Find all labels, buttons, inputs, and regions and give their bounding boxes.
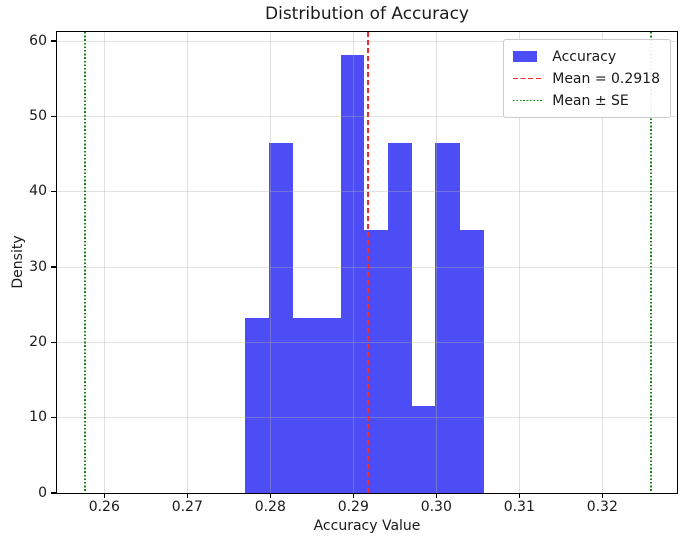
x-tick-label: 0.32 [586, 499, 618, 515]
x-tick-mark [269, 493, 272, 498]
x-tick-label: 0.30 [420, 499, 452, 515]
histogram-bar [245, 318, 270, 493]
y-gridline [57, 341, 677, 343]
histogram-bar [340, 55, 365, 493]
histogram-bar [388, 142, 413, 493]
x-tick-label: 0.26 [88, 499, 120, 515]
y-tick-label: 10 [29, 409, 47, 426]
y-tick-label: 30 [29, 258, 47, 275]
x-gridline [103, 32, 105, 493]
histogram-bar [435, 142, 460, 493]
histogram-bar [269, 142, 293, 493]
y-tick-mark [51, 115, 57, 118]
histogram-bar [412, 405, 436, 493]
vlines-layer [57, 32, 677, 493]
histogram-bar [292, 318, 317, 493]
y-gridline [57, 417, 677, 419]
mean-line [367, 32, 370, 493]
y-gridline [57, 266, 677, 268]
y-tick-mark [51, 416, 57, 419]
y-tick-mark [51, 190, 57, 193]
x-axis-label: Accuracy Value [313, 518, 421, 534]
x-tick-mark [518, 493, 521, 498]
y-tick-label: 50 [29, 107, 47, 124]
legend-item: Mean ± SE [513, 92, 660, 109]
legend-item-label: Mean = 0.2918 [552, 70, 660, 87]
y-tick-label: 60 [29, 32, 47, 49]
x-tick-mark [186, 493, 189, 498]
legend: Accuracy Mean = 0.2918 Mean ± SE [503, 39, 671, 118]
histogram-bar [316, 318, 341, 493]
x-gridline [186, 32, 188, 493]
legend-swatch-box [513, 99, 544, 102]
x-gridline [601, 32, 603, 493]
legend-swatch-box [513, 51, 543, 62]
y-tick-label: 0 [38, 484, 47, 501]
legend-swatch-box [513, 77, 544, 80]
plot-area: Accuracy Mean = 0.2918 Mean ± SE [56, 31, 678, 494]
x-tick-mark [435, 493, 438, 498]
x-gridline [518, 32, 520, 493]
x-tick-mark [352, 493, 355, 498]
y-tick-mark [51, 40, 57, 42]
legend-swatch-dashed-line [513, 77, 544, 80]
mean-minus-se-line [84, 32, 86, 493]
mean-plus-se-line [650, 32, 653, 493]
grid-layer [57, 32, 677, 493]
legend-swatch-dotted-line [513, 99, 544, 102]
x-gridline [435, 32, 437, 493]
x-tick-label: 0.31 [503, 499, 535, 515]
legend-item-label: Accuracy [552, 48, 617, 65]
x-tick-label: 0.27 [171, 499, 203, 515]
y-gridline [57, 115, 677, 117]
legend-swatch-patch [513, 51, 538, 62]
y-tick-label: 40 [29, 183, 47, 200]
y-tick-label: 20 [29, 333, 47, 350]
x-tick-mark [601, 493, 604, 498]
legend-item-label: Mean ± SE [552, 92, 629, 109]
chart-title: Distribution of Accuracy [265, 4, 469, 24]
x-tick-label: 0.29 [337, 499, 369, 515]
y-gridline [57, 40, 677, 42]
x-tick-mark [103, 493, 106, 498]
y-gridline [57, 191, 677, 193]
y-tick-mark [51, 492, 57, 494]
x-gridline [269, 32, 271, 493]
legend-item: Accuracy [513, 48, 660, 65]
x-gridline [352, 32, 354, 493]
legend-item: Mean = 0.2918 [513, 70, 660, 87]
histogram-bar [459, 230, 484, 493]
x-tick-label: 0.28 [254, 499, 286, 515]
y-tick-mark [51, 341, 57, 344]
y-tick-mark [51, 266, 57, 268]
